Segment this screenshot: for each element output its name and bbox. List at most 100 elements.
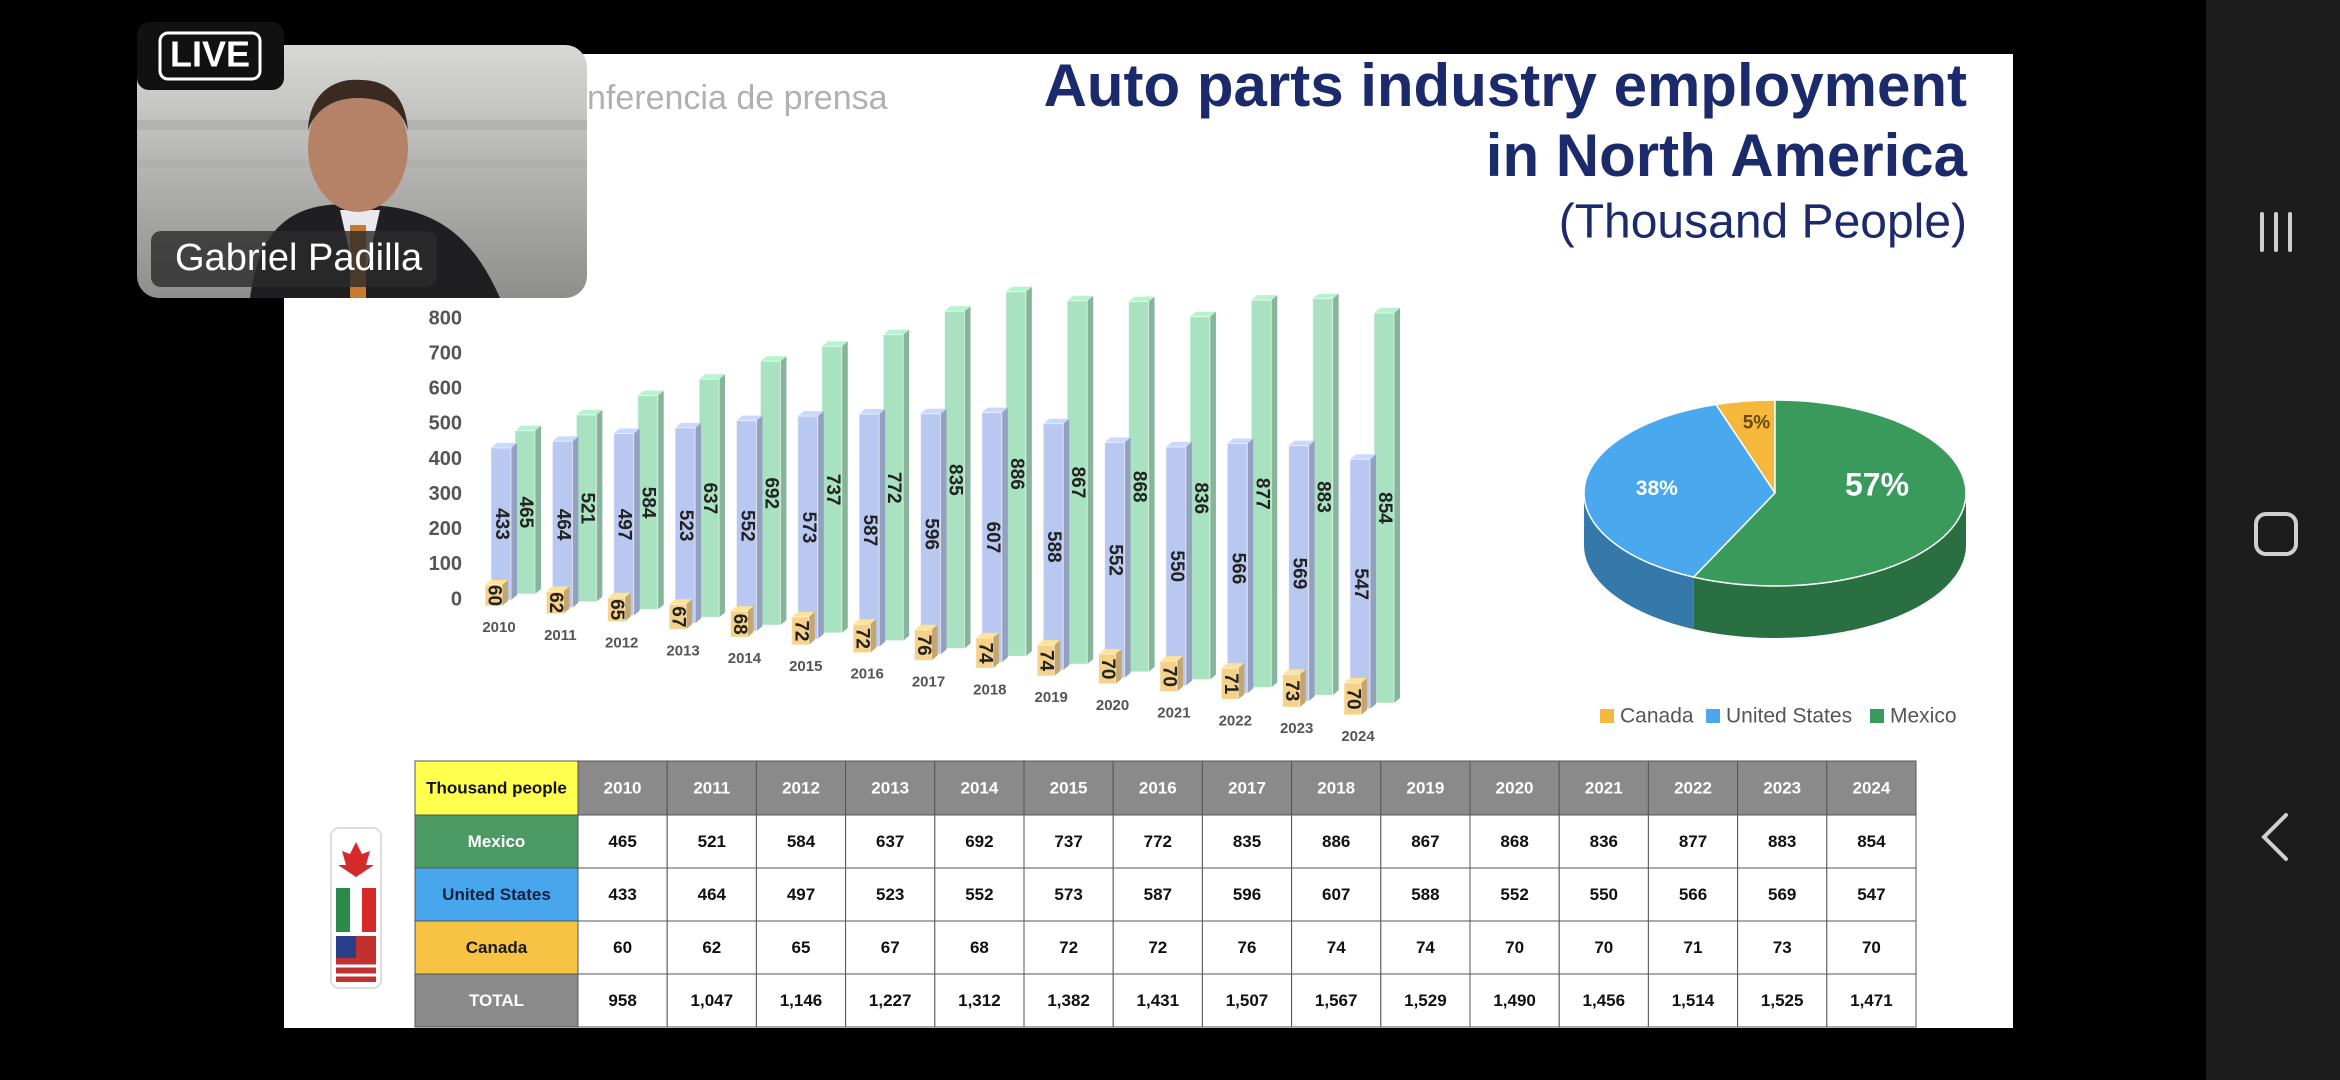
cell-text: 60	[613, 938, 632, 957]
cell-text: 73	[1773, 938, 1792, 957]
bar-value-label: 550	[1166, 550, 1187, 582]
x-tick-label: 2019	[1035, 689, 1068, 706]
table-cell	[577, 867, 668, 922]
bar-value-label: 72	[790, 620, 811, 641]
bar-top	[797, 411, 824, 417]
bar-side	[1001, 407, 1008, 663]
bar	[729, 610, 748, 638]
bar-top	[975, 632, 999, 638]
bar-side	[1087, 295, 1094, 665]
table-cell	[755, 973, 847, 1028]
bar-top	[1227, 438, 1254, 444]
bar-side	[817, 411, 824, 639]
header-text: 2016	[1139, 778, 1177, 797]
cell-text: 433	[608, 885, 636, 904]
table-cell	[934, 867, 1025, 922]
bar-top	[1350, 454, 1376, 460]
bar-top	[576, 409, 603, 415]
bar-top	[1374, 308, 1400, 314]
bar-top	[607, 592, 631, 598]
cell-text: 547	[1857, 885, 1885, 904]
cell-text: 584	[787, 832, 816, 851]
table-cell	[1023, 973, 1114, 1028]
bar-side	[1185, 441, 1192, 686]
bar-side	[657, 390, 664, 610]
cell-text: 566	[1679, 885, 1707, 904]
bar-value-label: 73	[1281, 680, 1302, 701]
bar-value-label: 464	[552, 509, 573, 541]
bar-value-label: 433	[491, 508, 512, 540]
cell-text: 523	[876, 885, 904, 904]
bar-value-label: 886	[1006, 458, 1027, 490]
cell-text: 1,507	[1226, 991, 1269, 1010]
cell-text: 854	[1857, 832, 1886, 851]
cell-text: 464	[698, 885, 727, 904]
bar-value-label: 737	[822, 474, 843, 506]
bar-side	[502, 579, 508, 606]
header-text: 2011	[693, 778, 730, 797]
back-button[interactable]	[2261, 813, 2288, 861]
table-cell	[1112, 973, 1203, 1028]
bar-side	[719, 374, 726, 618]
y-tick-label: 200	[429, 518, 462, 540]
table-cell	[1201, 867, 1293, 922]
bar-top	[1312, 293, 1339, 299]
speaker-name: Gabriel Padilla	[175, 237, 423, 279]
bar-top	[637, 390, 664, 396]
bar-top	[1128, 296, 1155, 302]
live-badge-border	[158, 31, 262, 81]
header-cell	[1291, 760, 1382, 816]
home-button[interactable]	[2254, 512, 2298, 556]
header-cell	[1380, 760, 1471, 816]
bar-value-label: 70	[1342, 688, 1363, 709]
bar-side	[1238, 663, 1245, 700]
bar-side	[1063, 418, 1070, 671]
header-text: 2023	[1763, 778, 1801, 797]
bar-value-label: 465	[515, 496, 536, 528]
table-cell	[1291, 920, 1382, 975]
bar-value-label: 71	[1220, 673, 1241, 695]
bar-side	[596, 409, 603, 602]
recent-apps-button[interactable]	[2260, 212, 2292, 252]
bar	[1282, 673, 1301, 708]
bar-top	[1159, 656, 1183, 662]
bar	[1343, 682, 1362, 716]
table-cell	[1201, 973, 1293, 1028]
x-tick-label: 2017	[912, 673, 945, 690]
bar-top	[675, 422, 702, 428]
cell-text: 692	[965, 832, 993, 851]
bar-value-label: 596	[920, 518, 941, 550]
pie-slice-side	[1584, 494, 1694, 630]
table-cell	[577, 920, 668, 975]
header-text: 2015	[1050, 778, 1088, 797]
bar-top	[791, 611, 815, 617]
flags-icon	[330, 827, 382, 989]
bar-side	[1299, 669, 1306, 708]
bar-value-label: 552	[736, 510, 757, 542]
table-cell	[845, 814, 936, 869]
cell-text: 65	[792, 938, 811, 957]
table-cell	[934, 920, 1025, 975]
bar-side	[808, 611, 815, 645]
bar-top	[1104, 437, 1131, 443]
header-cell	[845, 760, 936, 816]
bar-value-label: 573	[798, 512, 819, 544]
bar-top	[1005, 286, 1032, 292]
table-cell	[1380, 973, 1471, 1028]
bar-top	[914, 624, 938, 630]
x-tick-label: 2018	[973, 681, 1006, 698]
table-cell	[1380, 867, 1471, 922]
bar-top	[515, 425, 541, 431]
table-cell	[1291, 973, 1382, 1028]
header-text: 2019	[1406, 778, 1444, 797]
y-tick-label: 400	[429, 448, 462, 470]
cell-text: Mexico	[468, 832, 526, 851]
header-text: 2014	[960, 778, 998, 797]
x-tick-label: 2014	[728, 650, 762, 667]
bar-value-label: 67	[668, 606, 689, 627]
bar-value-label: 692	[760, 477, 781, 509]
table-cell	[1380, 814, 1471, 869]
legend-label: United States	[1726, 705, 1852, 728]
